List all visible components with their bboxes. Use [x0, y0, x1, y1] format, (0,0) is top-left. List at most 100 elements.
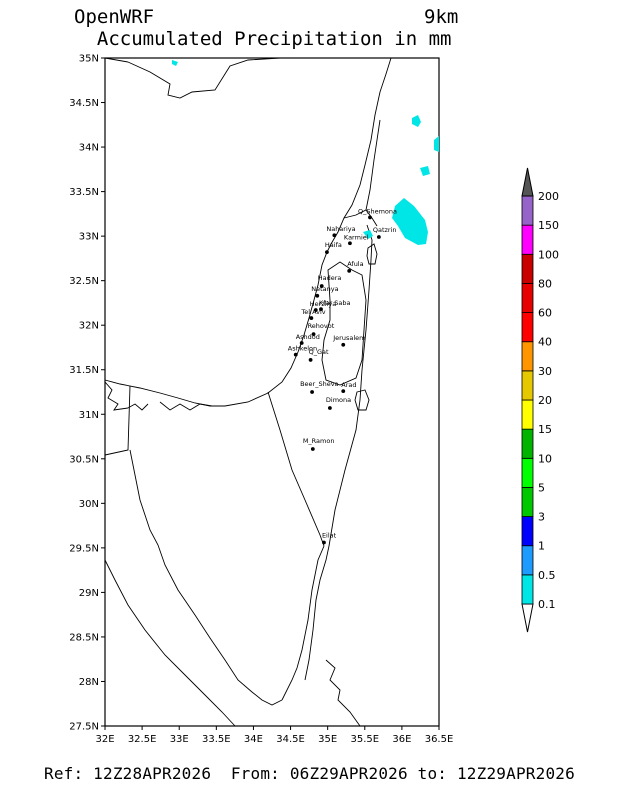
lon-tick-label: 33E: [170, 734, 189, 745]
legend-level-label: 1: [538, 540, 545, 553]
legend-over-arrow: [521, 167, 534, 197]
lat-tick-label: 30.5N: [69, 454, 99, 465]
lat-tick-label: 31N: [79, 410, 99, 421]
legend-color-box: [521, 253, 534, 284]
legend-level-label: 20: [538, 394, 552, 407]
legend-level-label: 100: [538, 248, 559, 261]
legend-color-box: [521, 283, 534, 313]
city-label: Hadera: [318, 274, 342, 282]
legend-level-label: 5: [538, 481, 545, 494]
city-label: Qatzrin: [373, 226, 397, 234]
legend-color-box: [521, 224, 534, 255]
legend-color-box: [521, 574, 534, 605]
lon-tick-label: 32.5E: [128, 734, 157, 745]
city-dot: [311, 332, 316, 337]
legend-under-arrow: [521, 603, 534, 633]
city-label: Jerusalem: [332, 334, 365, 342]
legend-color-box: [521, 545, 534, 576]
precip-area-golan: [392, 198, 428, 245]
legend-level-label: 3: [538, 511, 545, 524]
city-label: Rehovot: [308, 322, 335, 330]
precipitation-map: 35N34.5N34N33.5N33N32.5N32N31.5N31N30.5N…: [69, 54, 559, 746]
lat-tick-label: 27.5N: [69, 722, 99, 733]
legend-level-label: 60: [538, 307, 552, 320]
lat-tick-label: 28.5N: [69, 632, 99, 643]
lon-tick-label: 32E: [95, 734, 114, 745]
city-dot: [347, 268, 352, 273]
legend-level-label: 40: [538, 336, 552, 349]
city-dot: [327, 406, 332, 410]
lat-tick-label: 34.5N: [69, 98, 99, 109]
precip-area-north-1: [412, 115, 421, 127]
city-dot: [299, 341, 304, 345]
city-label: Ashkelon: [288, 345, 317, 353]
city-label: Tel Aviv: [300, 308, 325, 316]
city-label: Nahariya: [326, 225, 355, 233]
precip-area-galilee: [363, 230, 373, 239]
precip-area-north-2: [434, 136, 439, 152]
precip-area-north-3: [420, 166, 430, 176]
legend-color-box: [521, 399, 534, 430]
model-name: OpenWRF: [74, 6, 155, 28]
city-dot: [310, 447, 315, 451]
map-frame: [104, 57, 440, 727]
city-label: Dimona: [326, 396, 351, 404]
city-dot: [341, 342, 346, 347]
lat-tick-label: 31.5N: [69, 365, 99, 376]
lat-tick-label: 33N: [79, 232, 99, 243]
legend-color-box: [521, 195, 534, 226]
city-label: Q_Shemona: [358, 207, 397, 215]
legend-color-box: [521, 487, 534, 517]
lon-tick-label: 33.5E: [202, 734, 231, 745]
city-label: Herzliya: [310, 300, 336, 308]
city-label: Arad: [341, 381, 356, 389]
legend-level-label: 15: [538, 423, 552, 436]
legend-color-box: [521, 312, 534, 343]
legend-level-label: 10: [538, 452, 552, 465]
legend-level-label: 0.1: [538, 598, 556, 611]
legend-level-label: 0.5: [538, 569, 556, 582]
city-dot: [325, 250, 329, 255]
city-label: Karmiel: [344, 233, 369, 241]
city-dot: [309, 316, 314, 320]
precipitation-layer: [172, 60, 439, 245]
lon-tick-label: 35E: [318, 734, 337, 745]
city-label: Haifa: [325, 241, 342, 249]
map-subtitle: Accumulated Precipitation in mm: [96, 28, 452, 50]
lat-tick-label: 33.5N: [69, 187, 99, 198]
city-dot: [308, 358, 313, 362]
city-dot: [293, 352, 298, 357]
legend-color-box: [521, 341, 534, 372]
map-title: OpenWRF Accumulated Precipitation in mm: [74, 6, 452, 50]
legend-level-label: 200: [538, 190, 559, 203]
legend-level-label: 150: [538, 219, 559, 232]
city-label: M_Ramon: [303, 437, 335, 445]
lat-tick-label: 28N: [79, 677, 99, 688]
city-label: Eilat: [322, 532, 337, 540]
city-label: Beer_Sheva: [300, 380, 338, 388]
city-dot: [315, 293, 320, 298]
run-info-footer: Ref: 12Z28APR2026 From: 06Z29APR2026 to:…: [44, 764, 575, 783]
resolution-label: 9km: [424, 6, 459, 28]
city-dot: [376, 235, 381, 239]
city-label: Q_Gat: [309, 348, 329, 356]
lon-tick-label: 36.5E: [425, 734, 454, 745]
city-dot: [348, 241, 352, 246]
lat-tick-label: 29N: [79, 588, 99, 599]
precip-area-cyprus-edge: [172, 60, 178, 66]
legend-level-label: 30: [538, 365, 552, 378]
lat-tick-label: 35N: [79, 54, 99, 65]
legend-color-box: [521, 516, 534, 547]
city-dot: [341, 389, 346, 394]
legend-color-box: [521, 428, 534, 459]
lat-tick-label: 30N: [79, 499, 99, 510]
lon-tick-label: 34.5E: [276, 734, 305, 745]
city-dot: [322, 540, 326, 545]
legend-color-box: [521, 370, 534, 401]
city-label: Kfar Saba: [319, 299, 351, 307]
city-label: Ashdod: [296, 333, 320, 341]
lat-tick-label: 32.5N: [69, 276, 99, 287]
precip-legend: 0.1 0.5 1 3 5 10 15 20 30 40 60 80 100 150 200: [521, 167, 559, 633]
legend-color-box: [521, 457, 534, 488]
